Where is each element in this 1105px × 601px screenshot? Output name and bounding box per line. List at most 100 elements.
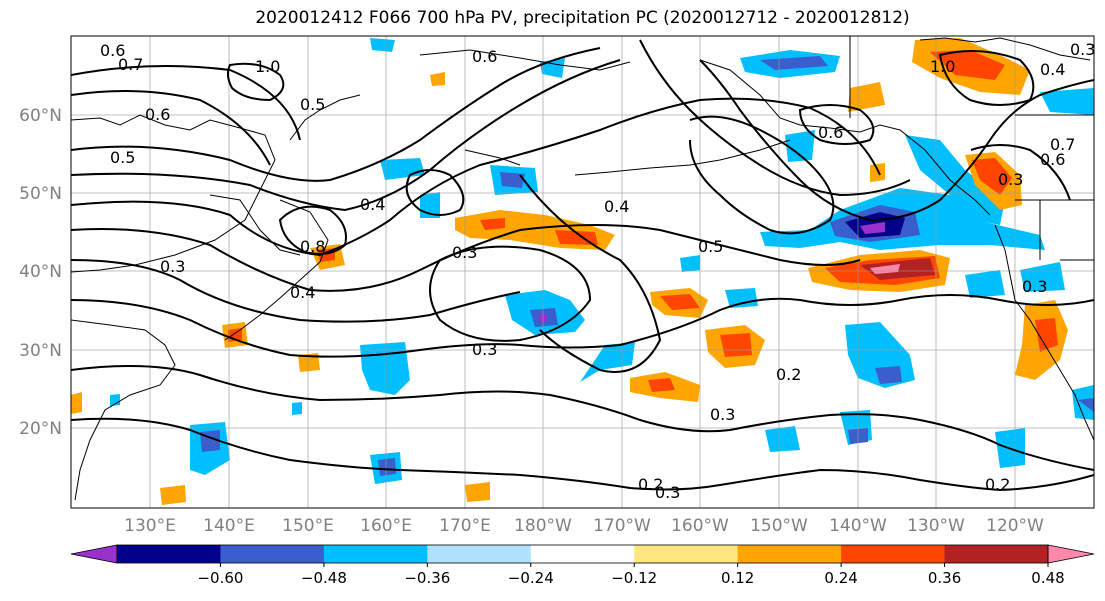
lon-label: 150°E [282, 516, 334, 536]
contour-label: 1.0 [255, 57, 280, 76]
colorbar-tick-label: −0.36 [404, 569, 450, 587]
lat-label: 20°N [19, 419, 62, 439]
contour-label: 0.5 [300, 95, 325, 114]
contour-label: 0.3 [998, 170, 1023, 189]
contour-label: 0.5 [110, 148, 135, 167]
contour-label: 0.3 [160, 257, 185, 276]
map-frame [70, 35, 1095, 509]
colorbar-segment [530, 545, 635, 563]
colorbar-tick-label: −0.12 [611, 569, 657, 587]
contour-label: 0.8 [300, 237, 325, 256]
lon-label: 180°W [514, 516, 572, 536]
precip-blue-patch [580, 342, 635, 382]
colorbar-tick-label: −0.24 [508, 569, 554, 587]
precip-red-patch [1035, 318, 1058, 352]
precip-orange-patch [298, 353, 320, 372]
latitude-labels: 60°N 50°N 40°N 30°N 20°N [19, 106, 62, 439]
precip-red-patch [480, 218, 505, 230]
contour-label: 0.6 [472, 47, 497, 66]
contour-label: 0.2 [638, 475, 663, 494]
graticule [71, 36, 1094, 508]
colorbar-border [116, 544, 1049, 564]
contour-label: 0.2 [776, 365, 801, 384]
precip-blue-patch [785, 130, 815, 162]
precip-blue-patch [905, 135, 1005, 225]
precip-dblue-patch [378, 458, 396, 476]
precip-blue-patch [725, 288, 758, 308]
contour-label: 0.4 [290, 283, 315, 302]
precip-blue-patch [370, 38, 395, 52]
precip-dblue-patch [875, 366, 902, 384]
colorbar-segment [323, 545, 428, 563]
lon-label: 170°W [593, 516, 651, 536]
precip-orange-patch [71, 392, 82, 414]
colorbar-segment [841, 545, 946, 563]
precip-red-patch [930, 50, 1005, 80]
precip-blue-patch [380, 158, 425, 180]
lon-label: 160°W [671, 516, 729, 536]
contour-label: 0.3 [655, 483, 680, 502]
precip-pink-patch [870, 264, 900, 274]
contour-label: 0.6 [100, 41, 125, 60]
contour-label: 0.4 [1040, 60, 1065, 79]
figure-title: 2020012412 F066 700 hPa PV, precipitatio… [255, 8, 910, 28]
contour-label: 0.3 [1022, 277, 1047, 296]
contour-label: 0.7 [118, 55, 143, 74]
contour-label: 0.3 [1070, 40, 1095, 59]
lon-label: 130°W [907, 516, 965, 536]
lon-label: 140°E [203, 516, 255, 536]
lat-label: 50°N [19, 184, 62, 204]
colorbar-segment [944, 545, 1049, 563]
contour-label: 1.0 [930, 57, 955, 76]
precip-orange-patch [465, 482, 490, 502]
colorbar-tick-label: 0.24 [824, 569, 857, 587]
colorbar-tick-label: 0.48 [1031, 569, 1064, 587]
precip-dblue-patch [1078, 398, 1094, 412]
precip-red-patch [972, 158, 1012, 195]
contour-label: 0.3 [472, 340, 497, 359]
lon-label: 140°W [829, 516, 887, 536]
colorbar-segment [427, 545, 532, 563]
precip-blue-patch [1020, 262, 1065, 292]
contour-label: 0.3 [452, 243, 477, 262]
precip-orange-patch [870, 163, 885, 182]
precip-orange-patch [160, 485, 186, 505]
pv-contours [71, 39, 1094, 492]
colorbar-tick-label: −0.48 [301, 569, 347, 587]
contour-labels: 0.6 0.7 1.0 0.6 0.5 0.5 0.6 0.4 0.3 0.8 … [100, 40, 1095, 502]
contour-label: 0.4 [360, 195, 385, 214]
colorbar-segment [737, 545, 842, 563]
lon-label: 170°E [439, 516, 491, 536]
precip-red-patch [660, 294, 700, 310]
contour-label: 0.6 [818, 123, 843, 142]
precip-red-patch [720, 333, 752, 357]
precip-blue-patch [765, 426, 800, 452]
lat-label: 40°N [19, 262, 62, 282]
colorbar-extend-min [70, 544, 118, 564]
precip-blue-patch [292, 402, 302, 415]
contour-label: 0.6 [145, 105, 170, 124]
contour-label: 0.4 [604, 197, 629, 216]
lat-label: 30°N [19, 341, 62, 361]
political-boundaries [849, 36, 1094, 261]
lat-label: 60°N [19, 106, 62, 126]
colorbar-segment [117, 545, 221, 563]
precip-blue-patch [1040, 88, 1094, 115]
contour-label: 0.5 [698, 237, 723, 256]
precip-blue-patch [680, 255, 700, 272]
lon-label: 120°W [986, 516, 1044, 536]
colorbar-segment [220, 545, 325, 563]
precip-orange-patch [848, 82, 885, 112]
precip-dblue-patch [760, 56, 828, 70]
contour-label: 0.3 [710, 405, 735, 424]
colorbar-segment [634, 545, 739, 563]
contour-label: 0.6 [1040, 150, 1065, 169]
lon-label: 160°E [360, 516, 412, 536]
colorbar-tick-label: −0.60 [197, 569, 243, 587]
precip-purple-patch [860, 222, 885, 234]
colorbar: −0.60 −0.48 −0.36 −0.24 −0.12 0.12 0.24 0.36 0.4… [70, 544, 1095, 587]
coastlines [71, 37, 1094, 501]
lon-label: 130°E [124, 516, 176, 536]
contour-label: 0.2 [985, 475, 1010, 494]
